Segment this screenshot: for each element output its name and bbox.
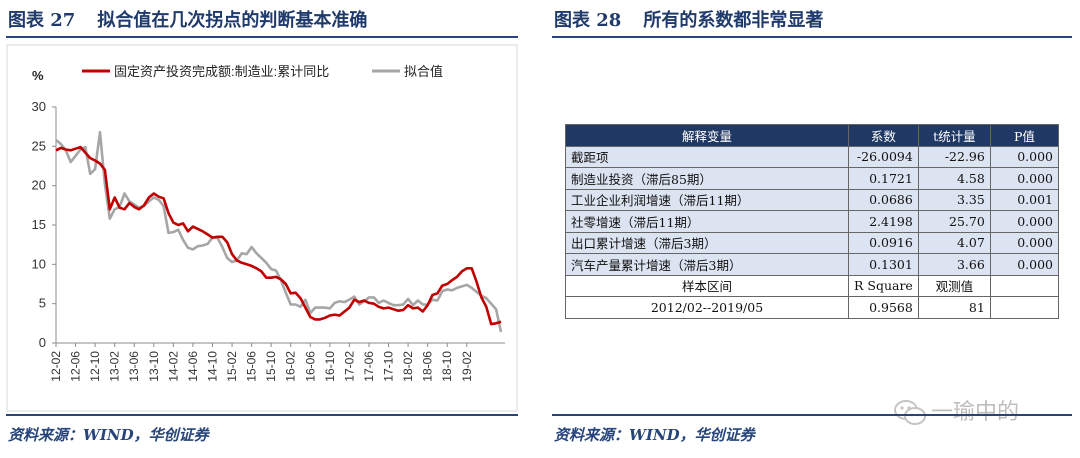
table-header-row: 解释变量 系数 t统计量 P值 bbox=[565, 124, 1060, 147]
table-footer-observations-label: 观测值 bbox=[917, 274, 991, 297]
left-figure-number: 图表 27 bbox=[8, 10, 76, 31]
table-cell-coefficient: 2.4198 bbox=[848, 210, 919, 233]
table-cell-coefficient: 0.1301 bbox=[848, 253, 919, 276]
x-tick-label: 15-10 bbox=[264, 351, 278, 382]
x-tick-label: 14-02 bbox=[166, 351, 180, 382]
table-cell-p-value: 0.000 bbox=[989, 253, 1060, 276]
right-figure-number: 图表 28 bbox=[554, 10, 622, 31]
y-tick-label: 0 bbox=[39, 335, 46, 350]
y-tick-label: 25 bbox=[32, 138, 46, 153]
table-cell-p-value: 0.000 bbox=[989, 231, 1060, 254]
table-footer-r-square-label: R Square bbox=[848, 274, 919, 297]
x-tick-label: 14-06 bbox=[186, 351, 200, 382]
x-tick-label: 16-10 bbox=[323, 351, 337, 382]
x-tick-label: 18-10 bbox=[440, 351, 454, 382]
x-tick-label: 15-02 bbox=[225, 351, 239, 382]
table-cell-t-stat: 3.66 bbox=[917, 253, 991, 276]
x-tick-label: 13-02 bbox=[108, 351, 122, 382]
right-bottom-rule bbox=[552, 414, 1072, 416]
y-tick-label: 15 bbox=[32, 217, 46, 232]
table-footer-row: 2012/02--2019/05 0.9568 81 bbox=[565, 296, 1060, 319]
left-figure-title-text: 拟合值在几次拐点的判断基本准确 bbox=[97, 10, 368, 31]
table-row: 制造业投资（滞后85期） 0.1721 4.58 0.000 bbox=[565, 167, 1060, 190]
y-tick-label: 10 bbox=[32, 256, 46, 271]
y-tick-label: 5 bbox=[39, 296, 46, 311]
right-figure-title: 图表 28 所有的系数都非常显著 bbox=[554, 6, 823, 32]
table-cell-t-stat: 4.07 bbox=[917, 231, 991, 254]
x-tick-label: 18-02 bbox=[401, 351, 415, 382]
table-cell-variable: 截距项 bbox=[565, 145, 849, 168]
x-tick-label: 17-02 bbox=[342, 351, 356, 382]
table-cell-variable: 出口累计增速（滞后3期） bbox=[565, 231, 849, 254]
table-cell-p-value: 0.000 bbox=[989, 167, 1060, 190]
table-cell-t-stat: 4.58 bbox=[917, 167, 991, 190]
table-header-variable: 解释变量 bbox=[565, 124, 849, 147]
right-source-note: 资料来源：WIND，华创证券 bbox=[554, 426, 755, 444]
x-tick-label: 14-10 bbox=[205, 351, 219, 382]
legend-label-fitted-value: 拟合值 bbox=[404, 64, 443, 79]
table-cell-variable: 社零增速（滞后11期） bbox=[565, 210, 849, 233]
table-header-t-stat: t统计量 bbox=[917, 124, 991, 147]
table-cell-t-stat: 3.35 bbox=[917, 188, 991, 211]
x-tick-label: 16-06 bbox=[303, 351, 317, 382]
table-footer-empty-cell bbox=[989, 296, 1060, 319]
table-cell-coefficient: 0.0686 bbox=[848, 188, 919, 211]
x-tick-label: 12-06 bbox=[69, 351, 83, 382]
regression-table: 解释变量 系数 t统计量 P值 截距项 -26.0094 -22.96 0.00… bbox=[565, 124, 1060, 319]
x-tick-label: 15-06 bbox=[245, 351, 259, 382]
watermark-text: 一瑜中的 bbox=[931, 400, 1020, 425]
left-source-note: 资料来源：WIND，华创证券 bbox=[8, 426, 209, 444]
table-cell-t-stat: 25.70 bbox=[917, 210, 991, 233]
legend-label-manufacturing-investment: 固定资产投资完成额:制造业:累计同比 bbox=[114, 64, 329, 79]
table-row: 汽车产量累计增速（滞后3期） 0.1301 3.66 0.000 bbox=[565, 253, 1060, 276]
table-row: 出口累计增速（滞后3期） 0.0916 4.07 0.000 bbox=[565, 231, 1060, 254]
y-axis-label: % bbox=[32, 68, 44, 83]
table-cell-variable: 汽车产量累计增速（滞后3期） bbox=[565, 253, 849, 276]
x-tick-label: 17-06 bbox=[362, 351, 376, 382]
left-top-rule bbox=[6, 36, 518, 38]
series-line-manufacturing-investment bbox=[55, 145, 502, 326]
watermark: 一瑜中的 bbox=[893, 394, 1019, 427]
right-figure-title-text: 所有的系数都非常显著 bbox=[643, 10, 824, 31]
chart-frame bbox=[6, 44, 518, 412]
table-footer-r-square-value: 0.9568 bbox=[848, 296, 919, 319]
table-cell-coefficient: -26.0094 bbox=[848, 145, 919, 168]
table-footer-sample-label: 样本区间 bbox=[565, 274, 849, 297]
x-tick-label: 17-10 bbox=[382, 351, 396, 382]
table-footer-row: 样本区间 R Square 观测值 bbox=[565, 274, 1060, 297]
x-tick-label: 12-02 bbox=[49, 351, 63, 382]
table-cell-t-stat: -22.96 bbox=[917, 145, 991, 168]
right-top-rule bbox=[552, 36, 1072, 38]
table-cell-variable: 制造业投资（滞后85期） bbox=[565, 167, 849, 190]
table-header-coefficient: 系数 bbox=[848, 124, 919, 147]
table-row: 社零增速（滞后11期） 2.4198 25.70 0.000 bbox=[565, 210, 1060, 233]
table-cell-variable: 工业企业利润增速（滞后11期） bbox=[565, 188, 849, 211]
table-cell-coefficient: 0.0916 bbox=[848, 231, 919, 254]
table-cell-p-value: 0.000 bbox=[989, 210, 1060, 233]
left-bottom-rule bbox=[6, 414, 518, 416]
table-cell-p-value: 0.000 bbox=[989, 145, 1060, 168]
table-header-p-value: P值 bbox=[989, 124, 1060, 147]
table-footer-observations-value: 81 bbox=[917, 296, 991, 319]
table-footer-empty-cell bbox=[989, 274, 1060, 297]
table-row: 截距项 -26.0094 -22.96 0.000 bbox=[565, 145, 1060, 168]
x-tick-label: 12-10 bbox=[88, 351, 102, 382]
x-tick-label: 13-06 bbox=[127, 351, 141, 382]
x-tick-label: 13-10 bbox=[147, 351, 161, 382]
table-cell-coefficient: 0.1721 bbox=[848, 167, 919, 190]
x-tick-label: 18-06 bbox=[421, 351, 435, 382]
table-footer-sample-range: 2012/02--2019/05 bbox=[565, 296, 849, 319]
left-figure-title: 图表 27 拟合值在几次拐点的判断基本准确 bbox=[8, 6, 367, 32]
x-tick-label: 19-02 bbox=[460, 351, 474, 382]
x-tick-label: 16-02 bbox=[284, 351, 298, 382]
y-tick-label: 20 bbox=[32, 178, 46, 193]
line-chart: % 0 5 10 15 20 25 30 12-02 12-06 12-10 13-02 13-06 13… bbox=[6, 44, 518, 412]
wechat-icon bbox=[894, 400, 926, 425]
table-cell-p-value: 0.001 bbox=[989, 188, 1060, 211]
table-row: 工业企业利润增速（滞后11期） 0.0686 3.35 0.001 bbox=[565, 188, 1060, 211]
y-tick-label: 30 bbox=[32, 99, 46, 114]
